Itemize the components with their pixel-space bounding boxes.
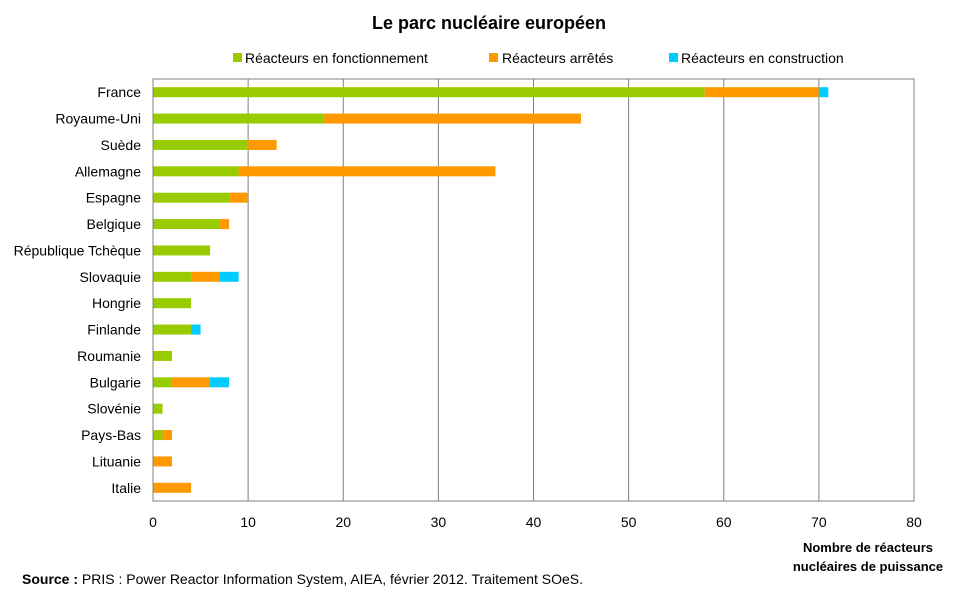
- x-tick-label: 80: [906, 514, 922, 530]
- bar-segment: [229, 192, 249, 203]
- source-text: PRIS : Power Reactor Information System,…: [78, 571, 583, 587]
- category-label: Espagne: [86, 190, 141, 206]
- x-tick-label: 50: [621, 514, 637, 530]
- bar-segment: [153, 430, 163, 441]
- bar-segment: [172, 377, 211, 388]
- bar-segment: [153, 113, 325, 124]
- category-label: Slovaquie: [80, 269, 142, 285]
- bar-segment: [153, 245, 211, 256]
- legend: Réacteurs en fonctionnement Réacteurs arr…: [233, 50, 844, 66]
- legend-entry: Réacteurs en construction: [681, 50, 844, 66]
- x-tick-label: 10: [240, 514, 256, 530]
- source-note: Source : PRIS : Power Reactor Informatio…: [22, 571, 583, 587]
- bar-segment: [153, 139, 249, 150]
- plot-area: [152, 78, 915, 502]
- x-tick-label: 20: [335, 514, 351, 530]
- bar-segment: [324, 113, 582, 124]
- bar-segment: [153, 482, 192, 493]
- bar-segment: [153, 298, 192, 309]
- bar-segment: [153, 271, 192, 282]
- category-label: France: [97, 84, 141, 100]
- legend-swatch: [669, 53, 678, 62]
- category-label: Bulgarie: [90, 374, 142, 390]
- bar-segment: [153, 456, 173, 467]
- x-axis-label-line-2: nucléaires de puissance: [793, 559, 943, 574]
- category-label: Roumanie: [77, 348, 141, 364]
- legend-swatch: [233, 53, 242, 62]
- bar-segment: [162, 430, 173, 441]
- category-label: Pays-Bas: [81, 427, 141, 443]
- category-label: Suède: [101, 137, 142, 153]
- bar-segment: [191, 271, 220, 282]
- chart-title: Le parc nucléaire européen: [372, 13, 606, 33]
- category-label: Finlande: [87, 322, 141, 338]
- category-label: République Tchèque: [14, 242, 142, 258]
- category-label: Belgique: [87, 216, 142, 232]
- category-label: Hongrie: [92, 295, 141, 311]
- x-tick-label: 40: [526, 514, 542, 530]
- category-label: Royaume-Uni: [55, 111, 141, 127]
- bar-segment: [191, 324, 201, 335]
- bar-segment: [210, 377, 230, 388]
- bar-segment: [153, 219, 220, 230]
- category-label: Italie: [111, 480, 141, 496]
- x-tick-label: 60: [716, 514, 732, 530]
- bar-segment: [818, 87, 829, 98]
- category-label: Slovénie: [87, 401, 141, 417]
- category-label: Allemagne: [75, 163, 141, 179]
- value-axis: 0 10 20 30 40 50 60 70 80: [149, 514, 922, 530]
- bar-segment: [153, 377, 173, 388]
- bar-segment: [153, 87, 705, 98]
- source-label: Source :: [22, 571, 79, 587]
- legend-swatch: [489, 53, 498, 62]
- bar-segment: [153, 166, 239, 177]
- category-axis: France Royaume-Uni Suède Allemagne Espagne Be…: [14, 84, 142, 496]
- legend-entry: Réacteurs en fonctionnement: [245, 50, 428, 66]
- x-tick-label: 0: [149, 514, 157, 530]
- bar-segment: [153, 350, 173, 361]
- bar-segment: [219, 219, 230, 230]
- bar-segment: [153, 192, 230, 203]
- bar-segment: [238, 166, 496, 177]
- x-axis-label-line-1: Nombre de réacteurs: [803, 540, 933, 555]
- bar-segment: [248, 139, 277, 150]
- bar-segment: [219, 271, 239, 282]
- gridlines: [247, 79, 820, 501]
- bar-segment: [153, 324, 192, 335]
- legend-entry: Réacteurs arrêtés: [502, 50, 613, 66]
- category-label: Lituanie: [92, 453, 141, 469]
- x-tick-label: 30: [431, 514, 447, 530]
- bar-segment: [704, 87, 819, 98]
- bar-segment: [153, 403, 163, 414]
- x-tick-label: 70: [811, 514, 827, 530]
- bars: [153, 87, 829, 493]
